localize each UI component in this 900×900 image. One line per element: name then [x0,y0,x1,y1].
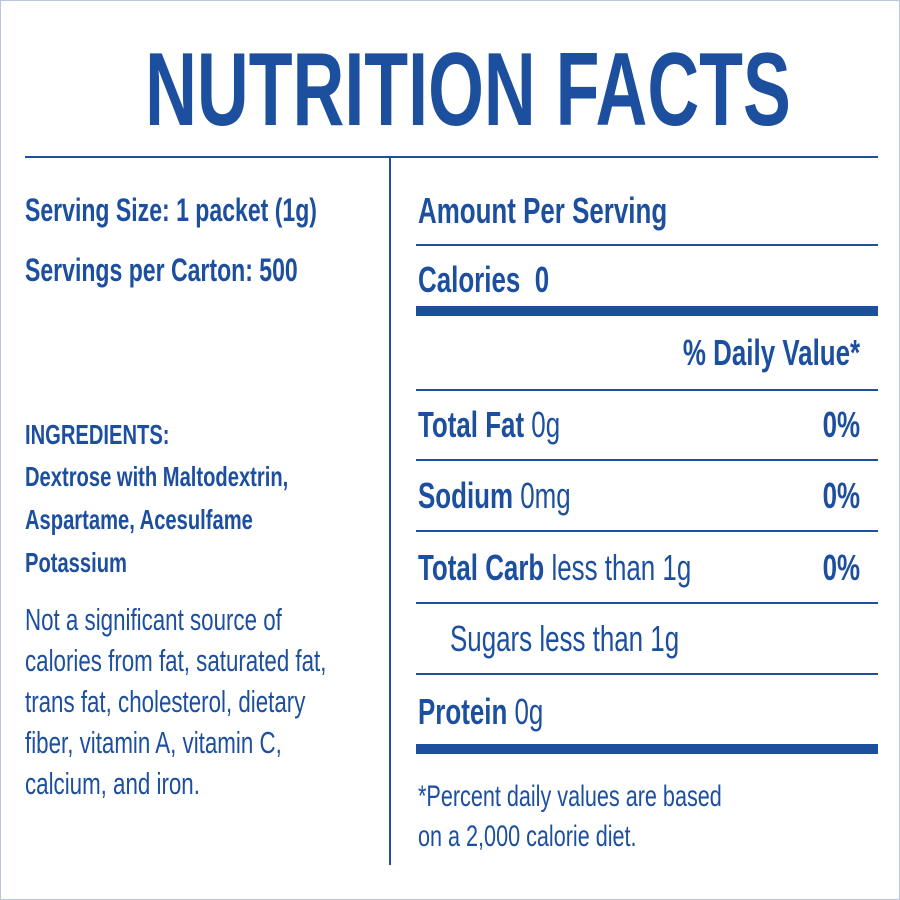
nutrient-name: Sodium [418,475,514,516]
ingredients-heading: INGREDIENTS: [25,421,226,449]
nutrient-dv: 0% [808,550,860,586]
text: 0% [822,404,860,445]
divider [389,157,391,865]
text: Aspartame, Acesulfame [25,504,253,535]
nutrient-dv: 0% [808,478,860,514]
nutrient-dv: 0% [808,407,860,443]
text-wrap: Calories 0 [418,262,549,298]
text: Serving Size: 1 packet (1g) [25,192,317,228]
rule [416,673,878,675]
text: % Daily Value* [682,332,860,373]
rule [416,530,878,532]
nutrient-row: Sodium 0mg [418,478,630,514]
text: Calories [418,259,521,300]
text: fiber, vitamin A, vitamin C, [25,725,282,760]
text: trans fat, cholesterol, dietary [25,684,306,719]
note-line: calcium, and iron. [25,768,268,799]
rule [25,156,878,158]
text-wrap: Total Carb less than 1g [418,550,691,586]
text: 0% [822,547,860,588]
rule [416,244,878,246]
nutrient-row: Protein 0g [418,694,592,730]
rule [416,389,878,391]
note-line: calories from fat, saturated fat, [25,645,444,676]
text: on a 2,000 calorie diet. [418,820,637,853]
title-text: NUTRITION FACTS [145,32,791,148]
nutrient-amount: 0mg [520,475,571,516]
text: calcium, and iron. [25,766,200,801]
footnote-line: on a 2,000 calorie diet. [418,822,722,852]
text-wrap: Sodium 0mg [418,478,571,514]
text: calories from fat, saturated fat, [25,643,327,678]
nutrient-name: Protein [418,691,508,732]
ingredient-line: Potassium [25,549,167,577]
text: Dextrose with Maltodextrin, [25,461,289,492]
thick-rule [416,306,878,316]
servings-per-carton: Servings per Carton: 500 [25,254,404,286]
calories: Calories 0 [418,262,600,298]
text: Not a significant source of [25,602,282,637]
text: Sugars less than 1g [450,618,680,659]
ingredient-line: Aspartame, Acesulfame [25,506,341,534]
text: Servings per Carton: 500 [25,252,298,288]
nutrient-amount: less than 1g [551,547,692,588]
text: 0% [822,475,860,516]
note-line: fiber, vitamin A, vitamin C, [25,727,382,758]
nutrient-row: Total Fat 0g [418,407,615,443]
rule [416,602,878,604]
text: Potassium [25,547,127,578]
footnote-line: *Percent daily values are based [418,782,840,812]
text: *Percent daily values are based [418,780,722,813]
note-line: trans fat, cholesterol, dietary [25,686,414,717]
text: Amount Per Serving [418,190,668,231]
nutrient-name: Total Fat [418,404,525,445]
dv-heading: % Daily Value* [614,335,860,371]
nutrient-row: Total Carb less than 1g [418,550,798,586]
text-wrap: Total Fat 0g [418,407,560,443]
nutrient-amount: 0g [514,691,544,732]
nutrient-amount: 0g [531,404,561,445]
title: NUTRITION FACTS [0,38,900,142]
text-wrap: Protein 0g [418,694,543,730]
rule [416,459,878,461]
amount-heading: Amount Per Serving [418,193,764,229]
thick-rule [416,744,878,754]
serving-size: Serving Size: 1 packet (1g) [25,194,430,226]
ingredient-line: Dextrose with Maltodextrin, [25,463,391,491]
text: INGREDIENTS: [25,419,170,450]
sub-row: Sugars less than 1g [450,621,768,657]
note-line: Not a significant source of [25,604,382,635]
text: 0 [534,259,550,300]
nutrient-name: Total Carb [418,547,545,588]
